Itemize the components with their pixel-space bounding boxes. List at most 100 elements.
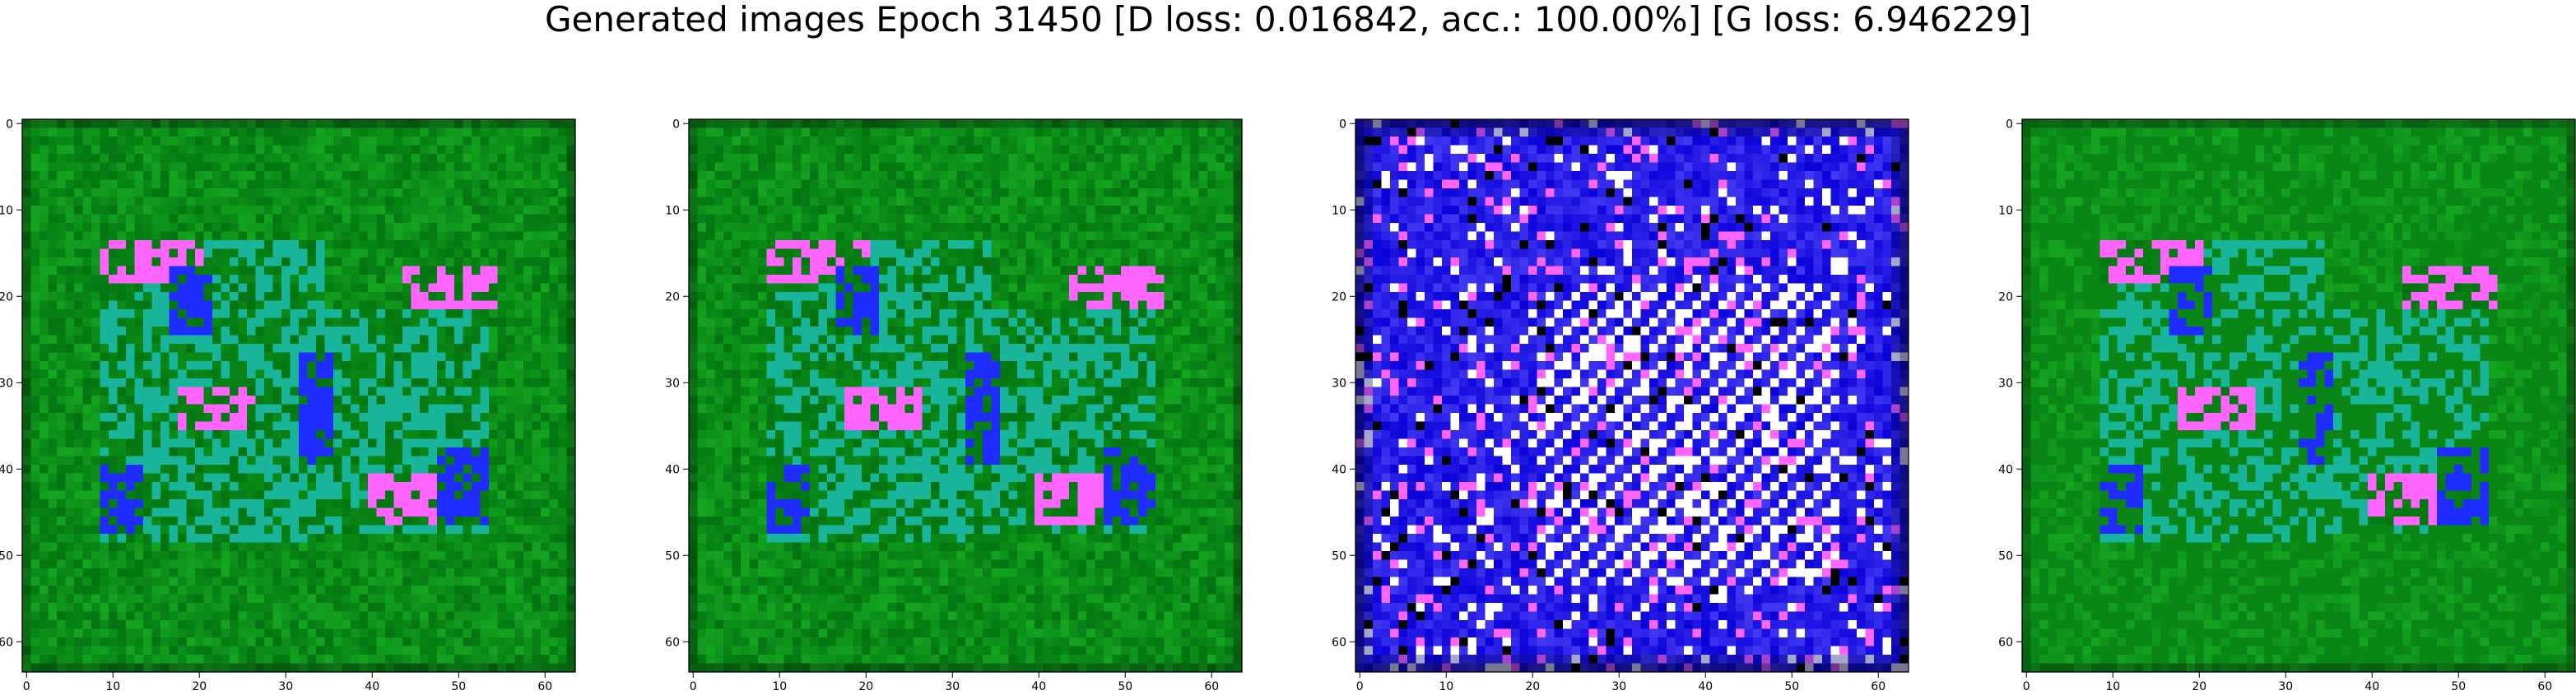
image-pixel <box>230 214 239 224</box>
image-pixel <box>1225 162 1234 172</box>
image-pixel <box>281 257 291 266</box>
image-pixel <box>126 283 135 293</box>
image-pixel <box>151 283 161 293</box>
image-pixel <box>1112 162 1122 172</box>
image-pixel <box>376 162 386 172</box>
image-pixel <box>178 197 187 206</box>
image-pixel <box>316 551 325 560</box>
image-pixel <box>324 611 334 621</box>
image-pixel <box>558 603 567 612</box>
image-pixel <box>974 197 983 206</box>
image-pixel <box>316 119 325 128</box>
image-pixel <box>48 465 58 474</box>
image-pixel <box>186 603 196 612</box>
image-pixel <box>558 214 567 224</box>
image-pixel <box>57 369 66 379</box>
image-pixel <box>454 663 463 673</box>
image-pixel <box>732 197 742 206</box>
image-pixel <box>463 179 472 189</box>
image-pixel <box>506 344 515 353</box>
image-pixel <box>30 137 40 146</box>
image-pixel <box>290 637 300 646</box>
image-pixel <box>566 586 576 595</box>
image-pixel <box>497 327 507 336</box>
image-pixel <box>169 119 179 128</box>
image-pixel <box>143 542 152 552</box>
image-pixel <box>316 447 325 456</box>
image-pixel <box>402 404 412 414</box>
image-pixel <box>376 421 386 431</box>
image-pixel <box>22 473 31 483</box>
image-pixel <box>151 404 161 414</box>
image-pixel <box>454 206 463 215</box>
image-pixel <box>100 568 109 577</box>
image-pixel <box>316 525 325 535</box>
image-pixel <box>281 473 291 483</box>
image-pixel <box>264 266 273 276</box>
image-pixel <box>134 646 144 656</box>
image-pixel <box>558 594 567 604</box>
image-pixel <box>472 482 481 491</box>
image-pixel <box>91 378 100 387</box>
image-pixel <box>169 162 179 172</box>
image-pixel <box>1121 154 1130 163</box>
image-pixel <box>514 430 524 439</box>
image-pixel <box>1104 223 1113 232</box>
image-pixel <box>393 559 403 569</box>
image-pixel <box>178 490 187 500</box>
image-pixel <box>497 430 507 439</box>
image-pixel <box>186 231 196 241</box>
image-pixel <box>212 275 221 284</box>
image-pixel <box>766 127 776 137</box>
image-pixel <box>281 154 291 163</box>
image-pixel <box>40 586 49 595</box>
image-pixel <box>255 327 265 336</box>
image-pixel <box>186 456 196 466</box>
image-pixel <box>333 404 342 414</box>
image-pixel <box>428 119 438 128</box>
image-pixel <box>351 344 360 353</box>
image-pixel <box>497 663 507 673</box>
image-pixel <box>264 231 273 241</box>
image-pixel <box>151 145 161 155</box>
image-pixel <box>221 620 230 629</box>
image-pixel <box>151 119 161 128</box>
image-pixel <box>82 628 92 638</box>
image-pixel <box>437 240 446 249</box>
image-pixel <box>566 490 576 500</box>
image-pixel <box>844 206 853 215</box>
image-pixel <box>324 507 334 517</box>
image-pixel <box>255 534 265 543</box>
image-pixel <box>109 223 118 232</box>
image-pixel <box>714 119 724 128</box>
image-pixel <box>186 317 196 327</box>
image-pixel <box>186 327 196 336</box>
image-pixel <box>342 231 351 241</box>
image-pixel <box>100 421 109 431</box>
image-pixel <box>57 317 66 327</box>
image-pixel <box>230 344 239 353</box>
image-pixel <box>1181 214 1191 224</box>
image-pixel <box>195 292 204 301</box>
image-pixel <box>359 542 369 552</box>
image-pixel <box>497 292 507 301</box>
image-pixel <box>82 603 92 612</box>
image-pixel <box>264 369 273 379</box>
image-pixel <box>1017 119 1026 128</box>
image-pixel <box>489 482 498 491</box>
image-pixel <box>281 327 291 336</box>
image-pixel <box>1035 179 1044 189</box>
image-pixel <box>178 499 187 508</box>
image-pixel <box>151 206 161 215</box>
image-pixel <box>82 137 92 146</box>
image-pixel <box>454 137 463 146</box>
image-pixel <box>134 507 144 517</box>
image-pixel <box>117 396 127 405</box>
image-pixel <box>558 248 567 258</box>
image-pixel <box>437 534 446 543</box>
image-pixel <box>316 663 325 673</box>
image-pixel <box>376 507 386 517</box>
image-pixel <box>48 171 58 180</box>
image-pixel <box>922 206 932 215</box>
image-pixel <box>91 257 100 266</box>
